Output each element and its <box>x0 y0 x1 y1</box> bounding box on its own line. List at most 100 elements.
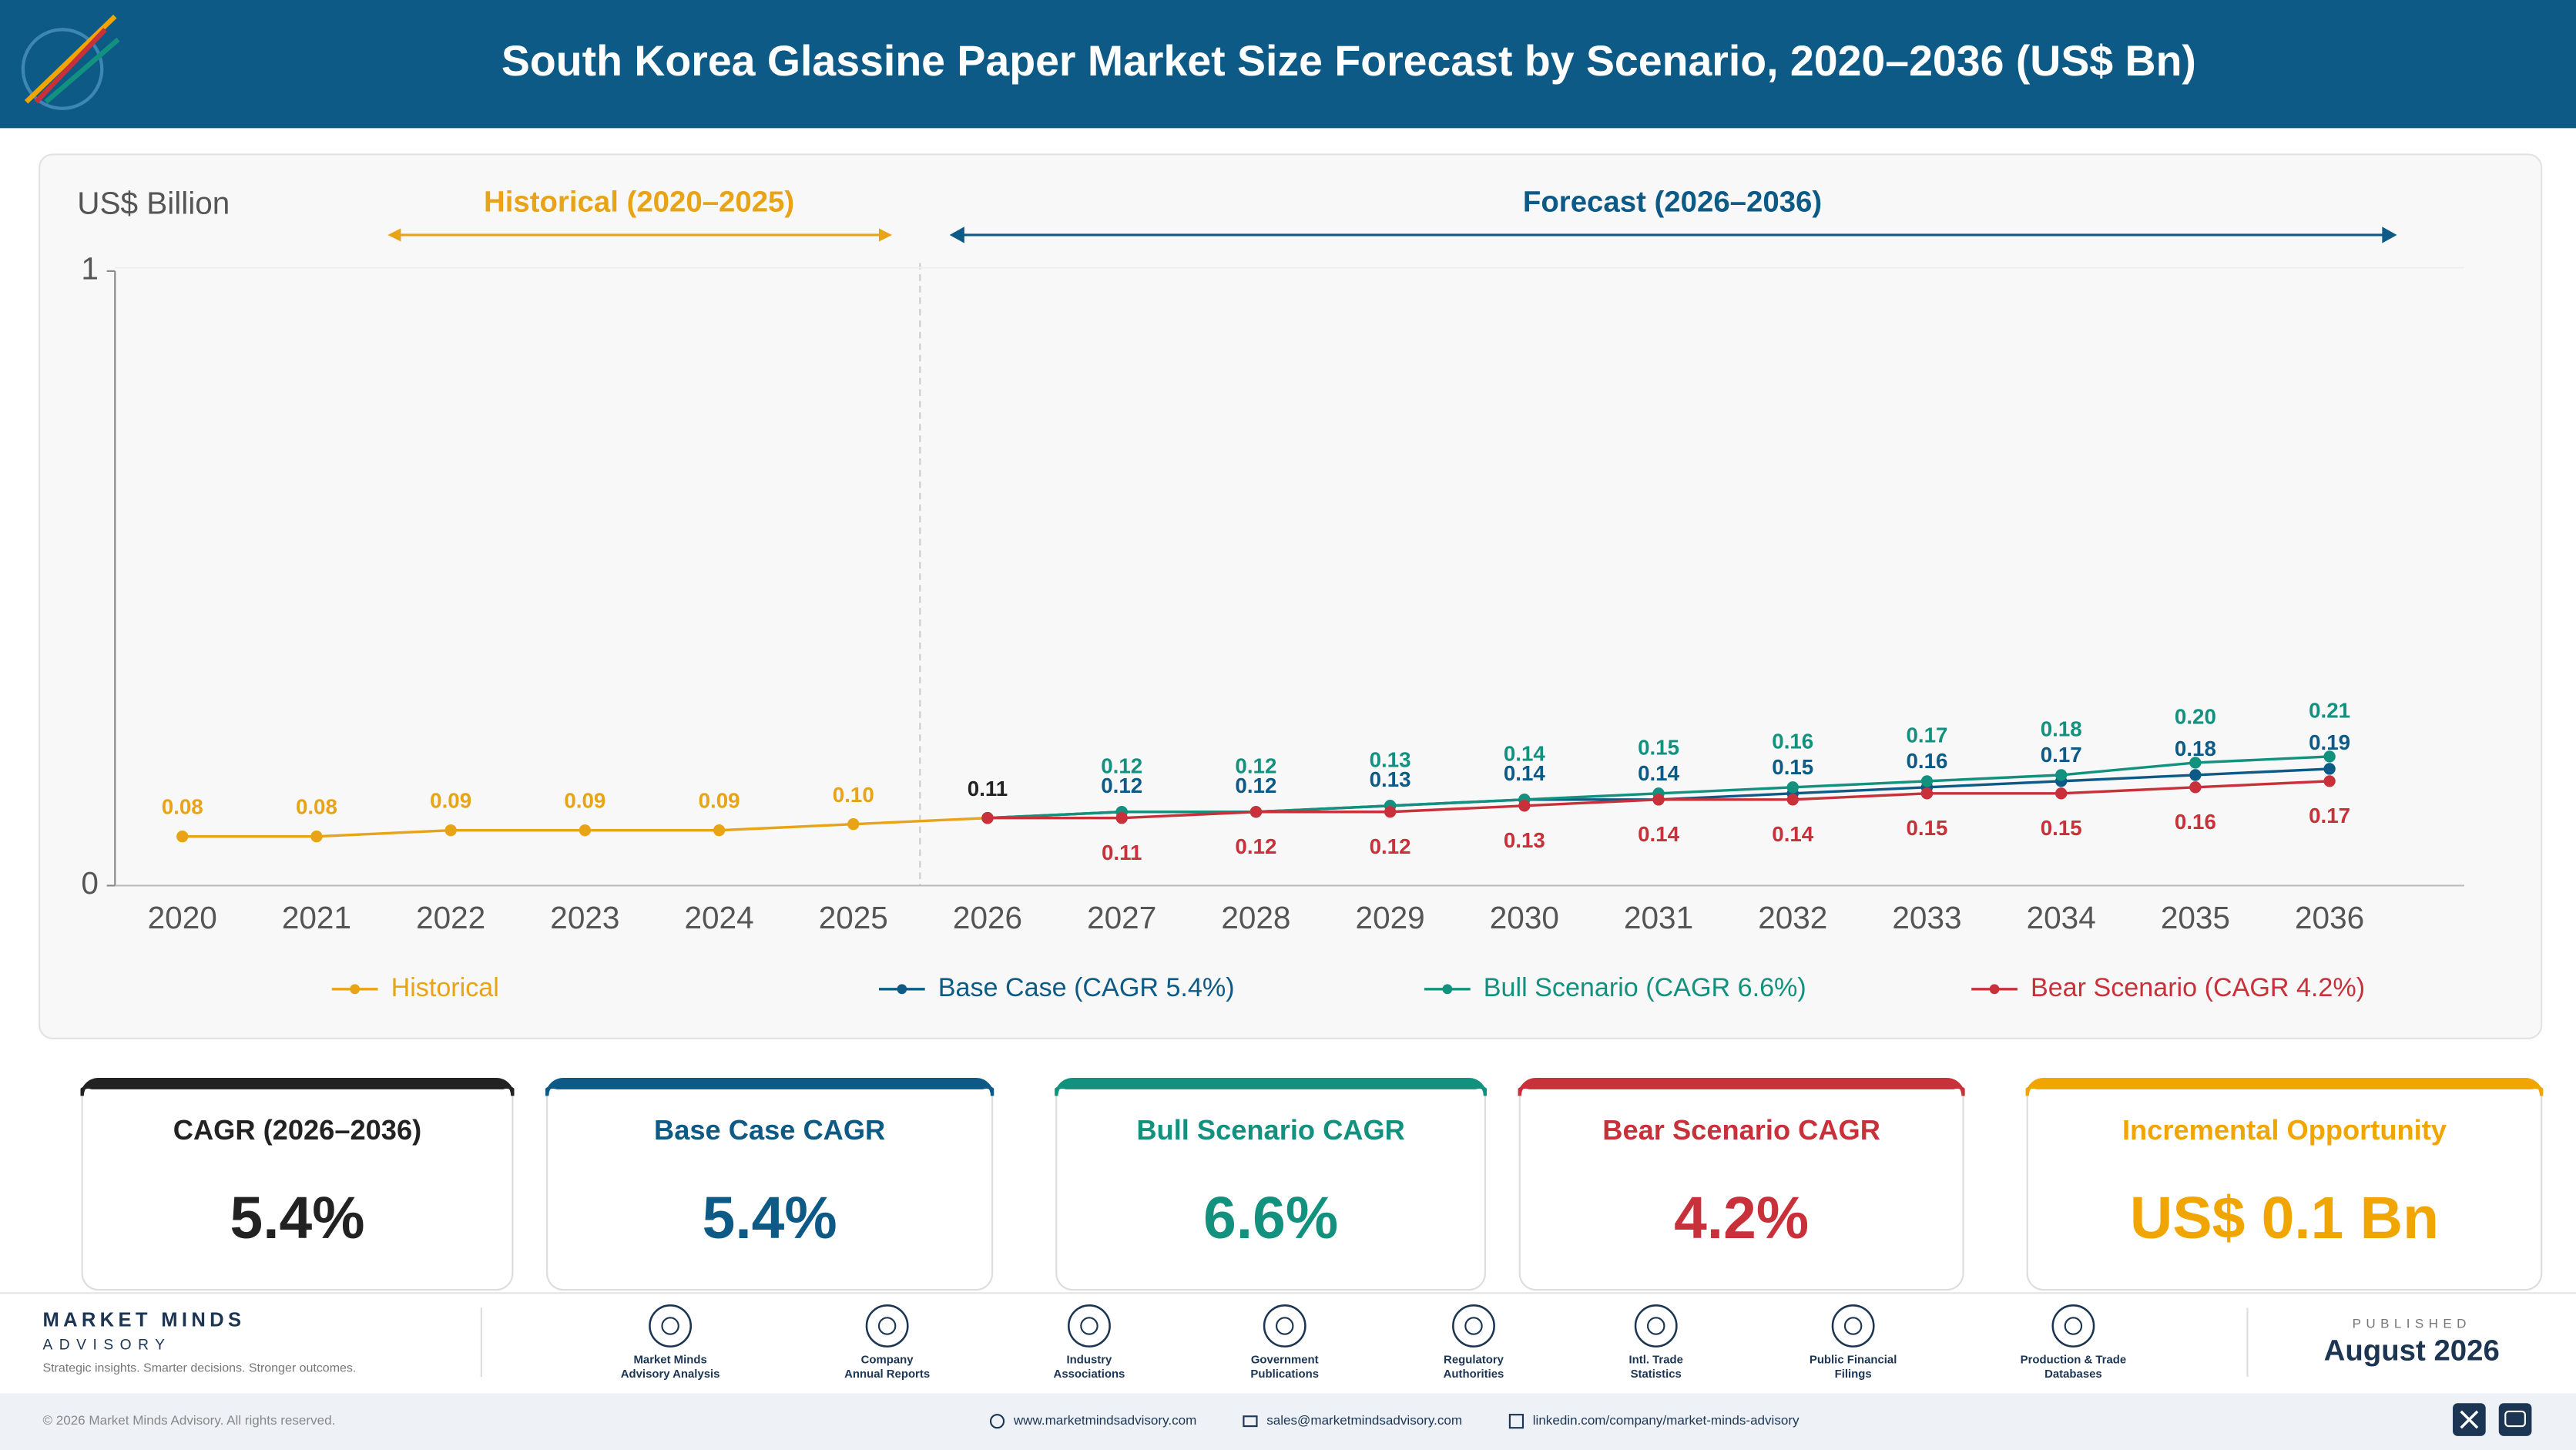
x-tick-label: 2026 <box>953 900 1022 935</box>
data-label: 0.13 <box>1504 828 1545 852</box>
data-label: 0.11 <box>968 777 1008 801</box>
y-tick-label: 0 <box>81 865 99 901</box>
kpi-value: 4.2% <box>1674 1186 1809 1251</box>
source-icon-glyph <box>1464 1317 1483 1335</box>
data-label: 0.17 <box>2309 804 2350 827</box>
data-label: 0.15 <box>1638 736 1679 760</box>
data-label: 0.13 <box>1370 767 1411 791</box>
source-label: Regulatory <box>1444 1354 1504 1367</box>
header-bar <box>0 0 2576 129</box>
data-point <box>1786 781 1799 794</box>
data-point <box>2323 750 2336 763</box>
kpi-value: 5.4% <box>703 1186 837 1251</box>
linkedin-link[interactable]: linkedin.com/company/market-minds-adviso… <box>1533 1413 1800 1428</box>
source-label: Market Minds <box>633 1354 706 1367</box>
kpi-title: CAGR (2026–2036) <box>173 1114 421 1146</box>
historical-annotation: Historical (2020–2025) <box>484 186 794 219</box>
bottom-band <box>0 1393 2576 1450</box>
data-point <box>2323 763 2336 775</box>
brand-name: MARKET MINDS <box>42 1309 245 1331</box>
data-point <box>1920 775 1934 787</box>
x-tick-label: 2020 <box>148 900 217 935</box>
data-point <box>1518 800 1531 812</box>
data-label: 0.14 <box>1772 822 1814 846</box>
copyright: © 2026 Market Minds Advisory. All rights… <box>42 1413 335 1428</box>
data-point <box>176 830 189 843</box>
web-icon <box>989 1414 1005 1429</box>
source-label: Statistics <box>1631 1368 1682 1381</box>
x-tick-label: 2027 <box>1087 900 1156 935</box>
source-label: Industry <box>1067 1354 1113 1367</box>
kpi-accent <box>2025 1077 2544 1096</box>
data-point <box>1786 794 1799 806</box>
source-label: Associations <box>1054 1368 1125 1381</box>
data-point <box>847 818 860 831</box>
kpi-title: Bear Scenario CAGR <box>1602 1114 1880 1146</box>
data-label: 0.17 <box>2041 743 2082 767</box>
data-label: 0.08 <box>162 795 203 819</box>
data-label: 0.19 <box>2309 730 2350 754</box>
source-icon-glyph <box>877 1317 897 1335</box>
data-point <box>713 824 726 837</box>
data-point <box>981 812 994 824</box>
data-label: 0.11 <box>1102 841 1142 864</box>
x-tick-label: 2024 <box>685 900 754 935</box>
source-icon-glyph <box>1276 1317 1294 1335</box>
forecast-annotation: Forecast (2026–2036) <box>1523 186 1822 219</box>
data-point <box>444 824 457 837</box>
source-icon-glyph <box>1080 1317 1098 1335</box>
kpi-card <box>546 1079 994 1291</box>
data-point <box>2055 769 2068 781</box>
source-label: Annual Reports <box>844 1368 930 1381</box>
data-label: 0.12 <box>1235 754 1276 777</box>
data-point <box>2189 757 2202 769</box>
youtube-glyph <box>2504 1410 2526 1428</box>
data-label: 0.16 <box>1772 730 1813 754</box>
kpi-accent <box>1055 1077 1488 1096</box>
data-label: 0.08 <box>296 795 337 819</box>
kpi-card <box>1518 1079 1964 1291</box>
source-icon <box>865 1304 909 1348</box>
data-label: 0.18 <box>2175 737 2216 760</box>
data-label: 0.13 <box>1370 748 1411 772</box>
source-icon-glyph <box>1843 1317 1863 1335</box>
data-point <box>579 824 592 837</box>
legend-dot <box>897 984 907 995</box>
period-arrows <box>387 227 2397 886</box>
source-label: Advisory Analysis <box>621 1368 720 1381</box>
kpi-title: Bull Scenario CAGR <box>1136 1114 1404 1146</box>
source-label: Intl. Trade <box>1629 1354 1683 1367</box>
data-label: 0.12 <box>1235 774 1276 797</box>
data-label: 0.16 <box>2175 810 2216 834</box>
data-label: 0.09 <box>699 789 740 813</box>
data-label: 0.12 <box>1101 754 1142 777</box>
source-label: Public Financial <box>1810 1354 1897 1367</box>
mail-icon <box>1243 1415 1258 1428</box>
page-title: South Korea Glassine Paper Market Size F… <box>501 37 2196 85</box>
x-tick-label: 2030 <box>1490 900 1559 935</box>
source-icon-glyph <box>2064 1317 2083 1335</box>
youtube-button[interactable] <box>2498 1403 2532 1436</box>
source-label: Production & Trade <box>2021 1354 2126 1367</box>
email-link[interactable]: sales@marketmindsadvisory.com <box>1266 1413 1462 1428</box>
website-link[interactable]: www.marketmindsadvisory.com <box>1013 1413 1196 1428</box>
data-point <box>1384 806 1397 818</box>
data-label: 0.15 <box>1772 755 1813 779</box>
kpi-card <box>81 1079 514 1291</box>
data-point <box>1249 806 1263 818</box>
source-icon <box>1831 1304 1875 1348</box>
kpi-value: US$ 0.1 Bn <box>2130 1186 2439 1251</box>
source-icon-glyph <box>1646 1317 1665 1335</box>
data-label: 0.20 <box>2175 705 2216 729</box>
x-tick-label: 2028 <box>1221 900 1290 935</box>
data-label: 0.14 <box>1504 761 1546 785</box>
source-icon <box>649 1304 693 1348</box>
legend-label: Bear Scenario (CAGR 4.2%) <box>2031 973 2365 1002</box>
data-label: 0.15 <box>2041 816 2082 840</box>
source-label: Publications <box>1250 1368 1319 1381</box>
data-point <box>2189 781 2202 794</box>
source-label: Government <box>1251 1354 1319 1367</box>
source-icon-glyph <box>661 1317 679 1335</box>
data-point <box>2323 775 2336 787</box>
source-label: Company <box>861 1354 914 1367</box>
